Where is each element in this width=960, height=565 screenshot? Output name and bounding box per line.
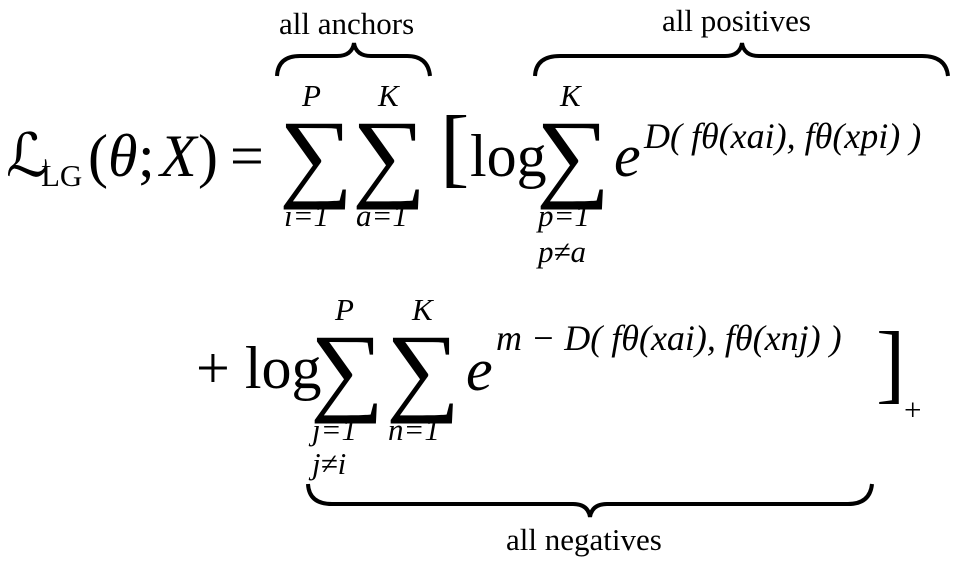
sum-p-lower-limit: p=1	[538, 198, 590, 233]
open-bracket: [	[440, 99, 470, 196]
anchors-brace	[275, 42, 432, 77]
x-set-symbol: X	[160, 123, 197, 189]
sum-i-upper-limit: P	[302, 78, 321, 113]
plus-log-negatives: + log	[196, 335, 322, 401]
args-close-paren: )	[198, 123, 218, 189]
sum-j-condition: j≠i	[312, 446, 347, 481]
close-bracket: ]	[876, 315, 906, 412]
sum-p-condition: p≠a	[538, 234, 587, 269]
negative-exponent: m − D( fθ(xai), fθ(xnj) )	[496, 318, 842, 358]
sum-n-symbol: ∑	[386, 314, 461, 425]
theta-symbol: θ	[108, 123, 138, 189]
sum-p-symbol: ∑	[536, 100, 611, 211]
all-anchors-label: all anchors	[279, 6, 415, 41]
sum-n-lower-limit: n=1	[388, 412, 440, 447]
exp-base-negatives: e	[466, 337, 493, 403]
log-positives: log	[470, 123, 547, 189]
semicolon: ;	[138, 123, 155, 189]
positive-exponent: D( fθ(xai), fθ(xpi) )	[644, 116, 922, 156]
sum-a-upper-limit: K	[378, 78, 399, 113]
exp-base-positives: e	[614, 123, 641, 189]
sum-j-upper-limit: P	[335, 292, 354, 327]
bracket-positive-part: +	[904, 392, 922, 427]
sum-j-lower-limit: j=1	[312, 412, 358, 447]
loss-subscript: LG	[41, 158, 83, 193]
positives-brace	[533, 42, 950, 77]
sum-n-upper-limit: K	[412, 292, 433, 327]
loss-symbol: ℒ	[6, 123, 50, 189]
sum-i-lower-limit: i=1	[284, 198, 330, 233]
sum-a-symbol: ∑	[352, 100, 427, 211]
sum-j-symbol: ∑	[310, 314, 385, 425]
all-negatives-label: all negatives	[506, 522, 662, 557]
sum-p-upper-limit: K	[560, 78, 581, 113]
all-positives-label: all positives	[662, 3, 811, 38]
equals-sign: =	[230, 123, 264, 189]
sum-i-symbol: ∑	[279, 100, 354, 211]
negatives-brace	[306, 483, 874, 518]
sum-a-lower-limit: a=1	[356, 198, 408, 233]
args-open-paren: (	[88, 123, 108, 189]
